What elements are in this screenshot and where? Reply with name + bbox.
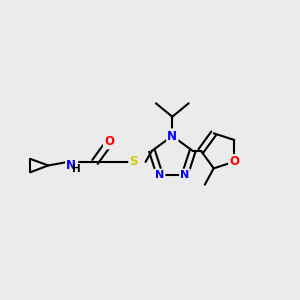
Text: N: N (155, 170, 164, 180)
Text: H: H (72, 164, 81, 174)
Text: S: S (129, 155, 138, 168)
Text: O: O (229, 155, 239, 168)
Text: N: N (180, 170, 190, 180)
Text: N: N (66, 159, 76, 172)
Text: O: O (104, 135, 114, 148)
Text: N: N (167, 130, 177, 142)
